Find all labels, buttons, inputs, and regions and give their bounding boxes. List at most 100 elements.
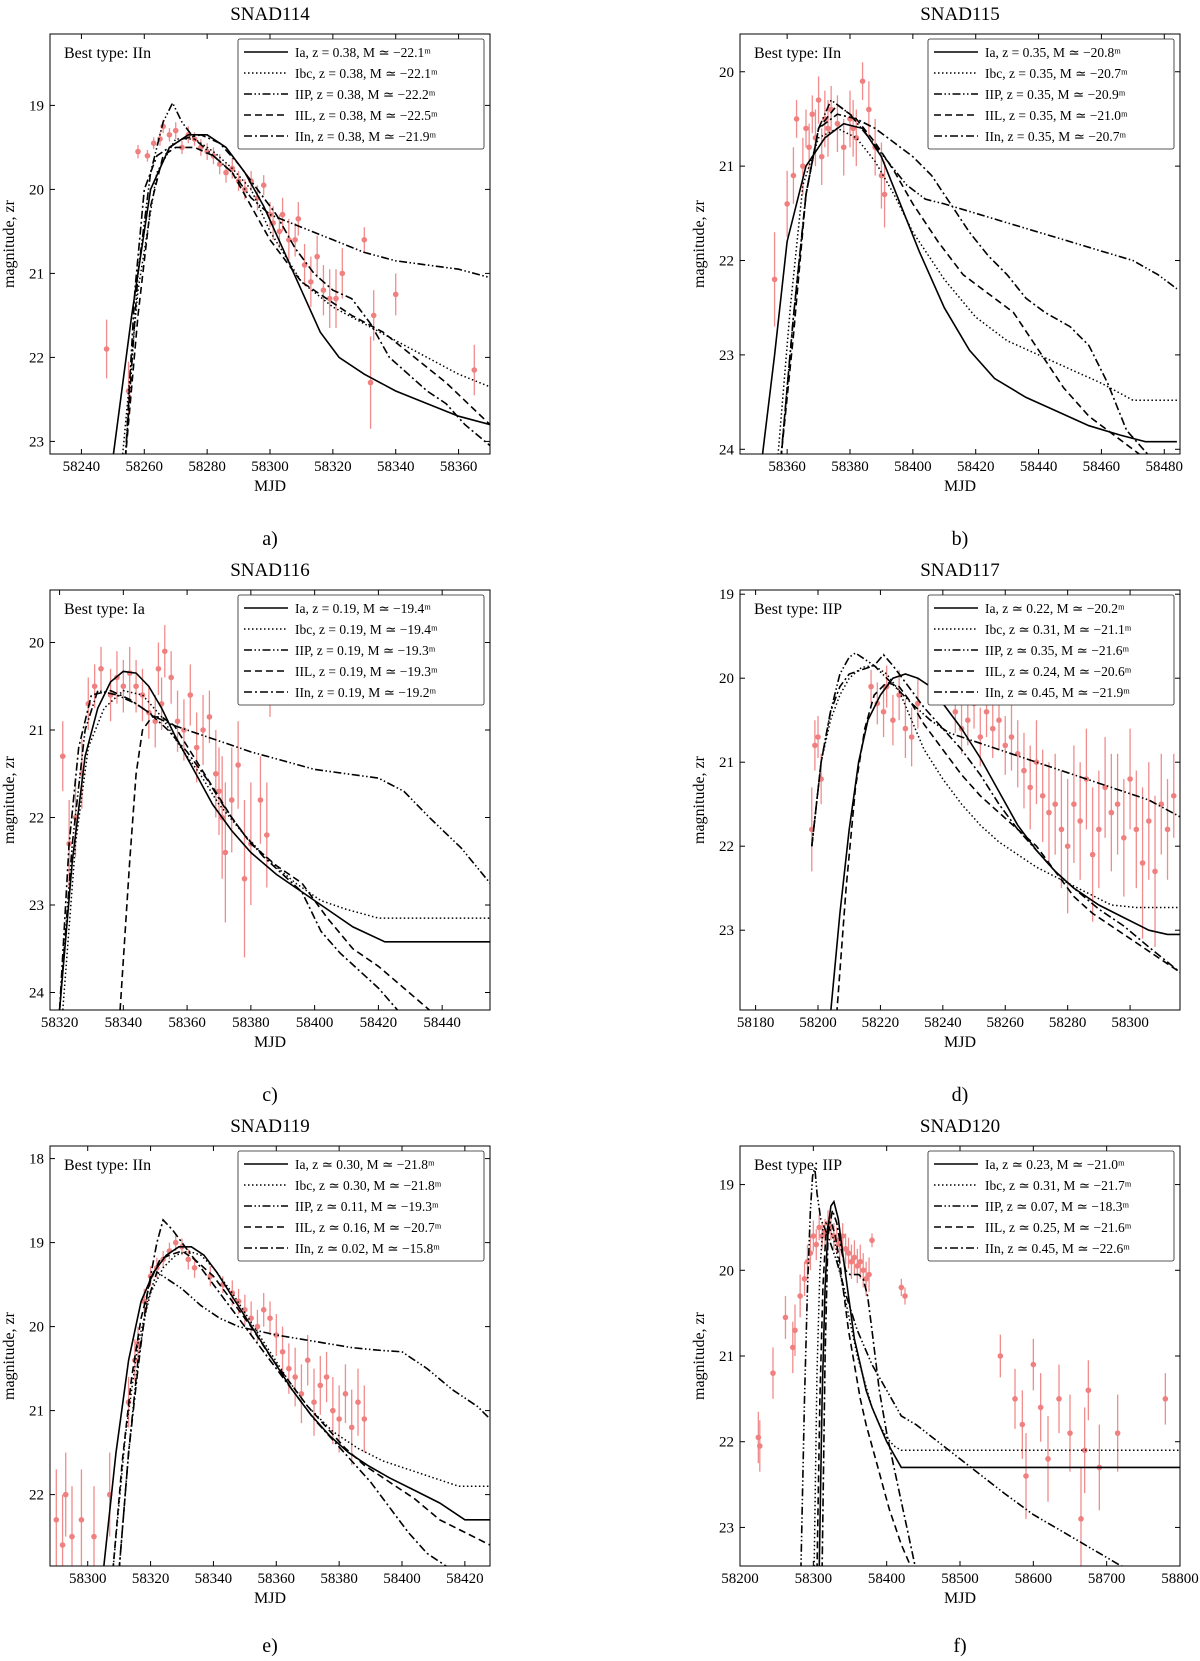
data-point (860, 1253, 866, 1288)
x-tick-label: 58260 (126, 459, 164, 475)
data-point (859, 62, 866, 101)
y-tick-label: 22 (719, 1435, 734, 1451)
data-point (989, 699, 996, 758)
data-point (813, 1229, 820, 1260)
axes-frame (49, 1145, 491, 1567)
legend-entry: IIP, z ≃ 0.11, M ≃ −19.3ᵐ (295, 1199, 439, 1214)
data-point (107, 668, 114, 722)
y-tick-label: 23 (719, 1520, 734, 1536)
data-point (1162, 1373, 1169, 1425)
data-point (1027, 745, 1034, 830)
data-point (898, 1278, 905, 1296)
legend: Ia, z = 0.19, M ≃ −19.4ᵐ Ibc, z = 0.19, M… (237, 594, 485, 706)
x-axis-label: MJD (944, 1590, 976, 1607)
y-tick-label: 24 (29, 986, 45, 1002)
x-tick-label: 58340 (377, 459, 415, 475)
data-point (868, 669, 874, 704)
data-point (797, 1274, 803, 1318)
x-tick-label: 58300 (1111, 1015, 1149, 1031)
x-tick-label: 58700 (1088, 1571, 1126, 1587)
model-curve-dashdot (124, 133, 490, 454)
model-curve-dotted (811, 664, 1180, 909)
data-point (355, 1368, 361, 1436)
panel-title: SNAD119 (230, 1116, 310, 1137)
y-tick-label: 22 (29, 350, 44, 366)
model-curve-dashdot (118, 1218, 450, 1566)
y-tick-label: 19 (719, 1178, 734, 1194)
data-point (161, 625, 168, 678)
legend-entry: IIL, z = 0.19, M ≃ −19.3ᵐ (295, 664, 438, 679)
data-point (267, 1301, 273, 1335)
model-curve-dashdotdot (800, 1167, 1127, 1566)
x-tick-label: 58280 (188, 459, 226, 475)
data-point (1108, 753, 1115, 872)
data-point (304, 1335, 311, 1386)
y-tick-label: 22 (719, 254, 734, 270)
y-tick-label: 21 (719, 159, 734, 175)
panel-title: SNAD120 (920, 1116, 1000, 1137)
model-curve-dashdot (811, 653, 1180, 973)
legend-entry: IIP, z ≃ 0.07, M ≃ −18.3ᵐ (985, 1199, 1129, 1214)
data-point (1145, 762, 1152, 880)
data-point (348, 1389, 355, 1466)
model-curve-solid (58, 670, 490, 1010)
plot-area (808, 652, 1180, 1010)
legend-entry: Ibc, z = 0.19, M ≃ −19.4ᵐ (295, 622, 438, 637)
model-curve-solid (112, 134, 490, 454)
data-point (1078, 1467, 1084, 1566)
data-point (222, 782, 229, 923)
data-point (890, 695, 896, 746)
x-axis-label: MJD (944, 1034, 976, 1051)
data-point (792, 1304, 798, 1356)
y-tick-label: 20 (719, 1263, 734, 1279)
data-point (997, 1334, 1004, 1378)
best-type-label: Best type: IIn (64, 45, 151, 62)
data-point (1096, 770, 1102, 889)
data-point (257, 756, 264, 844)
data-point (333, 269, 339, 328)
x-tick-label: 58440 (1020, 459, 1058, 475)
model-curve-dotted (62, 689, 490, 1010)
data-point (317, 1356, 324, 1415)
data-point (59, 1494, 66, 1566)
y-tick-label: 20 (719, 65, 734, 81)
data-point (1085, 1360, 1092, 1421)
data-point (1030, 1338, 1037, 1391)
data-point (314, 235, 320, 278)
data-point (1164, 779, 1171, 880)
legend-entry: Ibc, z = 0.35, M ≃ −20.7ᵐ (985, 66, 1128, 81)
data-point (915, 678, 921, 729)
panel-f: SNAD120 58200 58300 58400 58500 58600 58700 588… (691, 1116, 1199, 1657)
model-curve-dashdotdot (58, 689, 490, 1010)
data-point (1071, 745, 1077, 863)
legend-entry: Ibc, z = 0.38, M ≃ −22.1ᵐ (295, 66, 438, 81)
legend-entry: Ia, z ≃ 0.23, M ≃ −21.0ᵐ (985, 1157, 1125, 1172)
panel-label: e) (262, 1635, 278, 1657)
data-point (62, 1452, 69, 1537)
panel-label: a) (262, 528, 278, 550)
data-point (361, 227, 368, 253)
data-point (902, 1287, 908, 1305)
data-point (155, 642, 162, 695)
legend-entry: Ia, z ≃ 0.22, M ≃ −20.2ᵐ (985, 601, 1125, 616)
data-point (191, 1257, 198, 1278)
axes-frame (49, 589, 491, 1011)
data-point (815, 76, 822, 124)
x-tick-label: 58340 (105, 1015, 143, 1031)
x-tick-label: 58240 (63, 459, 101, 475)
y-tick-label: 23 (29, 434, 44, 450)
x-tick-label: 58440 (423, 1015, 461, 1031)
data-point (851, 1240, 858, 1275)
data-point (264, 782, 270, 888)
y-tick-label: 21 (29, 266, 44, 282)
panel-title: SNAD116 (230, 560, 310, 581)
model-curve-dashdot (58, 689, 399, 1010)
panel-title: SNAD115 (920, 4, 1000, 25)
data-point (166, 128, 173, 142)
data-point (323, 1351, 330, 1403)
x-tick-label: 58320 (41, 1015, 79, 1031)
data-point (286, 218, 292, 261)
x-tick-label: 58180 (737, 1015, 775, 1031)
model-curve-dashed (124, 146, 490, 454)
data-point (816, 1214, 822, 1241)
